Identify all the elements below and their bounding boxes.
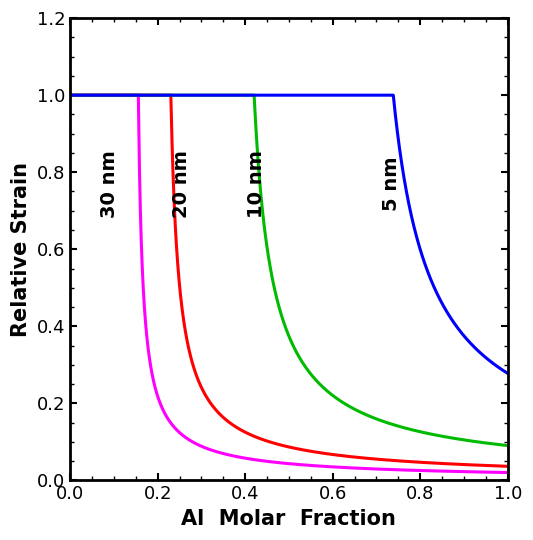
Text: 10 nm: 10 nm (247, 150, 265, 218)
Text: 20 nm: 20 nm (172, 150, 191, 218)
X-axis label: Al  Molar  Fraction: Al Molar Fraction (182, 509, 397, 529)
Y-axis label: Relative Strain: Relative Strain (11, 162, 31, 337)
Text: 5 nm: 5 nm (382, 157, 401, 211)
Text: 30 nm: 30 nm (100, 150, 119, 218)
